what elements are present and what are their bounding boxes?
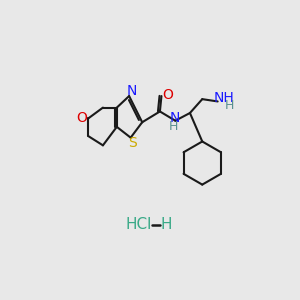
Text: H: H	[224, 99, 234, 112]
Text: NH: NH	[213, 91, 234, 105]
Text: H: H	[169, 120, 178, 133]
Text: HCl: HCl	[125, 217, 152, 232]
Text: O: O	[162, 88, 173, 101]
Text: N: N	[170, 111, 181, 125]
Text: N: N	[126, 84, 136, 98]
Text: O: O	[76, 111, 87, 125]
Text: H: H	[160, 217, 172, 232]
Text: S: S	[128, 136, 136, 150]
